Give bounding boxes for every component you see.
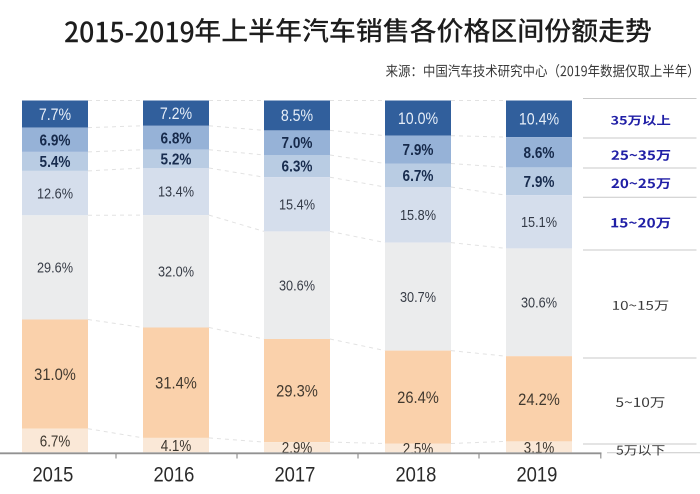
- svg-text:2.9%: 2.9%: [282, 440, 313, 457]
- svg-text:13.4%: 13.4%: [158, 185, 194, 201]
- svg-text:7.0%: 7.0%: [282, 135, 313, 152]
- svg-text:10.4%: 10.4%: [519, 111, 559, 129]
- svg-text:29.6%: 29.6%: [37, 261, 73, 277]
- svg-text:10.0%: 10.0%: [398, 110, 438, 128]
- svg-text:2015: 2015: [32, 463, 73, 486]
- svg-text:29.3%: 29.3%: [276, 382, 318, 401]
- svg-text:7.9%: 7.9%: [524, 174, 555, 191]
- svg-text:15.8%: 15.8%: [400, 208, 436, 224]
- svg-text:5.4%: 5.4%: [40, 154, 71, 171]
- svg-text:6.3%: 6.3%: [282, 159, 313, 176]
- svg-text:30.7%: 30.7%: [400, 290, 436, 306]
- svg-text:3.1%: 3.1%: [524, 440, 555, 457]
- svg-text:26.4%: 26.4%: [397, 388, 439, 407]
- svg-text:2.5%: 2.5%: [403, 441, 434, 458]
- svg-text:8.6%: 8.6%: [524, 145, 555, 162]
- svg-text:8.5%: 8.5%: [281, 107, 313, 125]
- svg-text:30.6%: 30.6%: [279, 278, 315, 294]
- svg-text:32.0%: 32.0%: [158, 265, 194, 281]
- svg-text:2017: 2017: [274, 463, 315, 486]
- svg-text:7.9%: 7.9%: [403, 142, 434, 159]
- svg-text:6.7%: 6.7%: [403, 168, 434, 185]
- svg-text:15.4%: 15.4%: [279, 198, 315, 214]
- svg-text:15.1%: 15.1%: [521, 215, 557, 231]
- svg-text:2018: 2018: [395, 463, 436, 486]
- svg-text:6.7%: 6.7%: [40, 434, 71, 451]
- svg-text:12.6%: 12.6%: [37, 186, 73, 202]
- svg-text:31.4%: 31.4%: [155, 374, 197, 393]
- svg-text:30.6%: 30.6%: [521, 296, 557, 312]
- svg-text:24.2%: 24.2%: [518, 390, 560, 409]
- svg-text:6.8%: 6.8%: [161, 130, 192, 147]
- svg-text:31.0%: 31.0%: [34, 365, 76, 384]
- svg-text:2016: 2016: [153, 463, 194, 486]
- svg-text:7.2%: 7.2%: [160, 105, 192, 123]
- svg-text:7.7%: 7.7%: [39, 106, 71, 124]
- svg-text:2019: 2019: [516, 463, 557, 486]
- svg-text:6.9%: 6.9%: [40, 132, 71, 149]
- svg-text:5.2%: 5.2%: [161, 151, 192, 168]
